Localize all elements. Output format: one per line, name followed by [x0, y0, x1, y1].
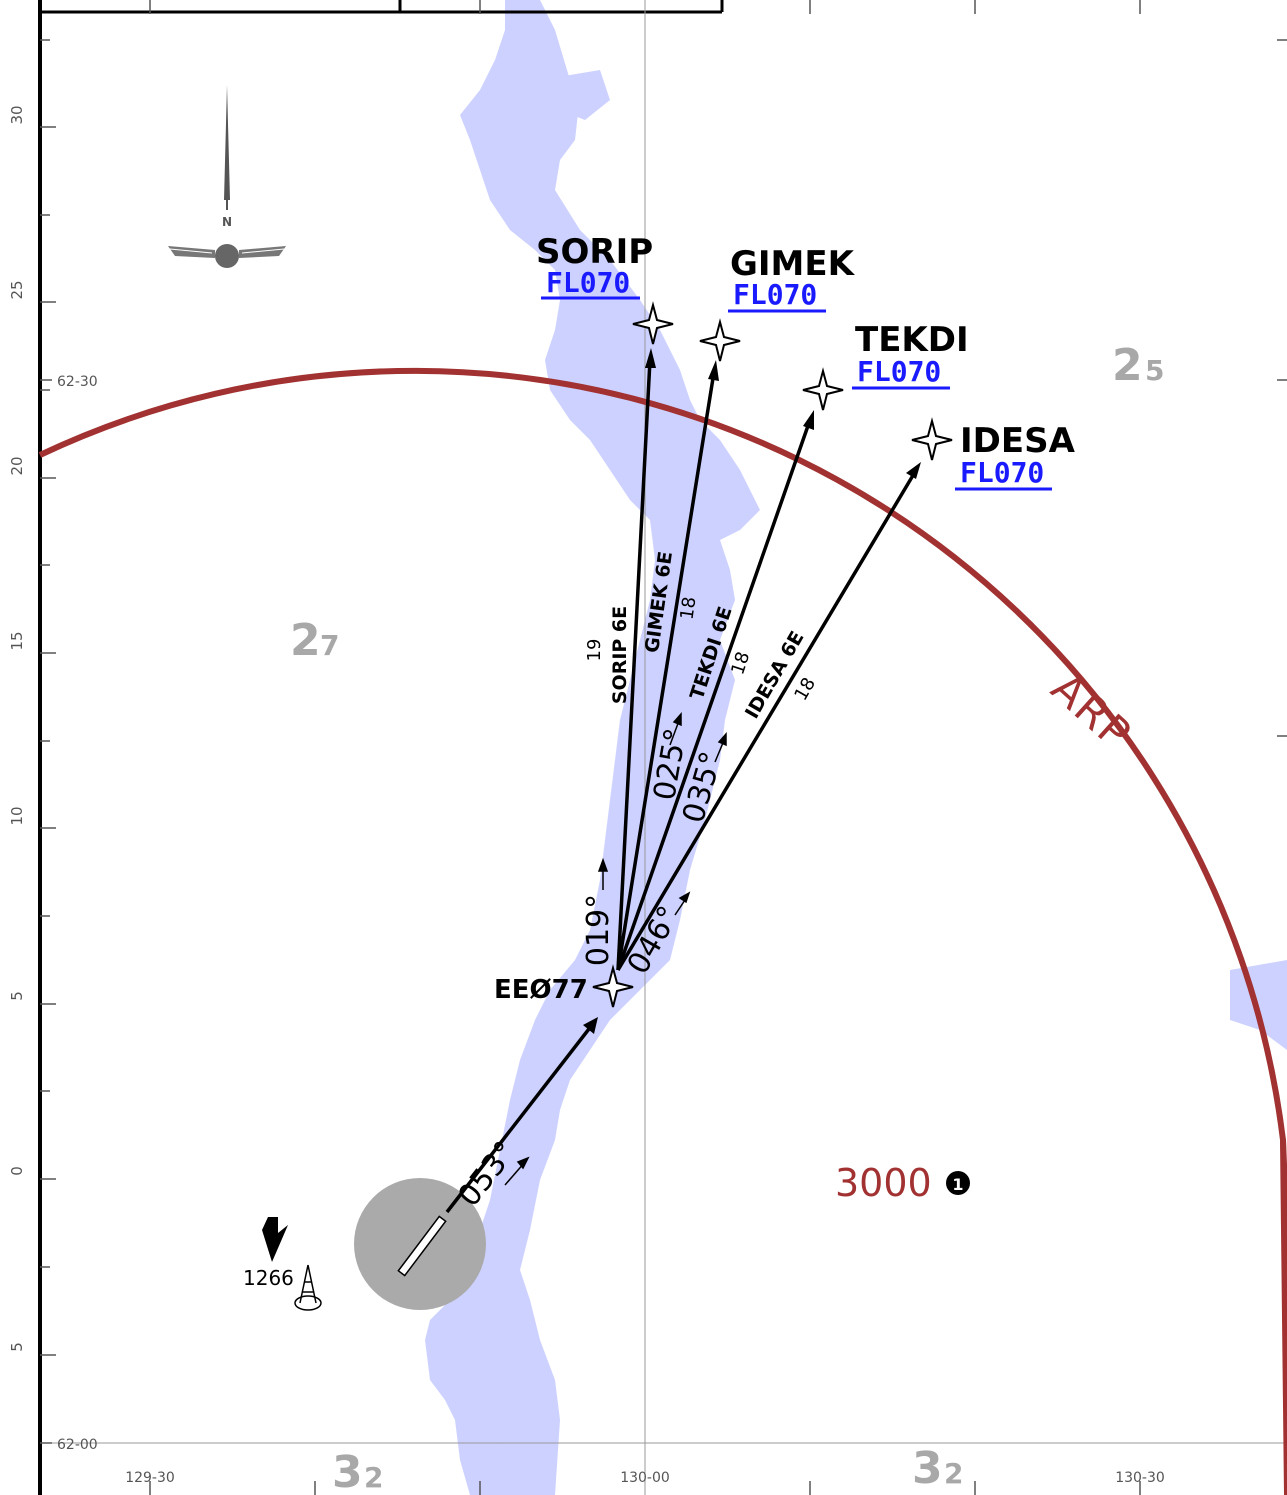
- route-name-sorip: SORIP 6E: [609, 606, 631, 704]
- waypoint-name-idesa: IDESA: [960, 421, 1076, 461]
- lon-label-right: 130-30: [1115, 1470, 1165, 1486]
- route-dist-sorip: 19: [584, 639, 605, 662]
- svg-text:7: 7: [320, 629, 339, 662]
- lon-label-center: 130-00: [620, 1470, 670, 1486]
- airport-symbol: [354, 1178, 486, 1310]
- waypoint-alt-gimek: FL070: [733, 278, 817, 311]
- route-sorip: [616, 359, 652, 971]
- route-dist-idesa: 18: [790, 674, 820, 704]
- waypoint-alt-idesa: FL070: [960, 456, 1044, 489]
- route-dist-gimek: 18: [677, 595, 701, 621]
- obstacle-symbol: 1266: [243, 1217, 322, 1311]
- route-idesa-arrowhead: [906, 462, 921, 479]
- tick-label: 5: [8, 991, 26, 1001]
- svg-text:1: 1: [952, 1175, 963, 1194]
- svg-text:2: 2: [290, 615, 321, 666]
- minute-tick-labels: 30 25 20 15 10 5 0 5: [8, 105, 26, 1351]
- lon-label-left: 129-30: [125, 1470, 175, 1486]
- route-gimek: [616, 371, 716, 971]
- svg-text:N: N: [222, 215, 232, 229]
- river-water: [425, 0, 1287, 1495]
- route-tekdi-arrowhead: [803, 410, 814, 430]
- route-initial: [445, 1023, 594, 1214]
- waypoint-name-tekdi: TEKDI: [855, 320, 969, 360]
- svg-text:2: 2: [944, 1457, 963, 1490]
- msa-altitude: 3000: [835, 1161, 932, 1205]
- tick-label: 25: [8, 280, 26, 299]
- graticule: [40, 0, 1287, 1495]
- route-dist-tekdi: 18: [727, 649, 754, 677]
- arp-circle: [38, 367, 1287, 1495]
- svg-text:2: 2: [364, 1461, 383, 1494]
- tick-label: 0: [8, 1166, 26, 1176]
- tick-label: 5: [8, 1342, 26, 1352]
- sector-label-sw: 3 2: [332, 1447, 383, 1495]
- waypoint-star-icon: [592, 301, 953, 1008]
- waypoint-name-sorip: SORIP: [536, 232, 653, 272]
- lat-label-top: 62-30: [57, 374, 98, 390]
- sector-label-nw: 2 7: [290, 615, 339, 666]
- waypoint-alt-tekdi: FL070: [857, 355, 941, 388]
- note-marker: 1: [946, 1171, 970, 1195]
- route-initial-arrowhead: [583, 1017, 598, 1034]
- waypoint-alt-sorip: FL070: [546, 266, 630, 299]
- sector-label-se: 3 2: [912, 1443, 963, 1494]
- tick-label: 15: [8, 631, 26, 650]
- svg-text:5: 5: [1145, 354, 1164, 387]
- tick-label: 20: [8, 456, 26, 475]
- route-sorip-arrowhead: [645, 348, 656, 368]
- route-gimek-arrowhead: [708, 360, 719, 381]
- tick-label: 10: [8, 806, 26, 825]
- route-tekdi: [616, 419, 812, 971]
- waypoint-name-ee077: EEØ77: [494, 975, 588, 1005]
- svg-text:3: 3: [332, 1447, 363, 1495]
- svg-text:2: 2: [1112, 340, 1143, 391]
- lat-label-bottom: 62-00: [57, 1437, 98, 1453]
- waypoint-name-gimek: GIMEK: [730, 244, 856, 284]
- edge-ticks: [40, 0, 1287, 1495]
- svg-text:3: 3: [912, 1443, 943, 1494]
- sector-label-ne: 2 5: [1112, 340, 1164, 391]
- chart-frame: [38, 0, 724, 1495]
- departure-routes: [445, 348, 921, 1214]
- course-arrows: [504, 712, 727, 1186]
- tick-label: 30: [8, 105, 26, 124]
- north-arrow-icon: N: [168, 85, 286, 268]
- obstacle-elevation: 1266: [243, 1266, 294, 1290]
- route-idesa: [616, 471, 917, 971]
- arp-label: ARP: [1042, 663, 1141, 759]
- course-label-019: 019°: [581, 894, 616, 966]
